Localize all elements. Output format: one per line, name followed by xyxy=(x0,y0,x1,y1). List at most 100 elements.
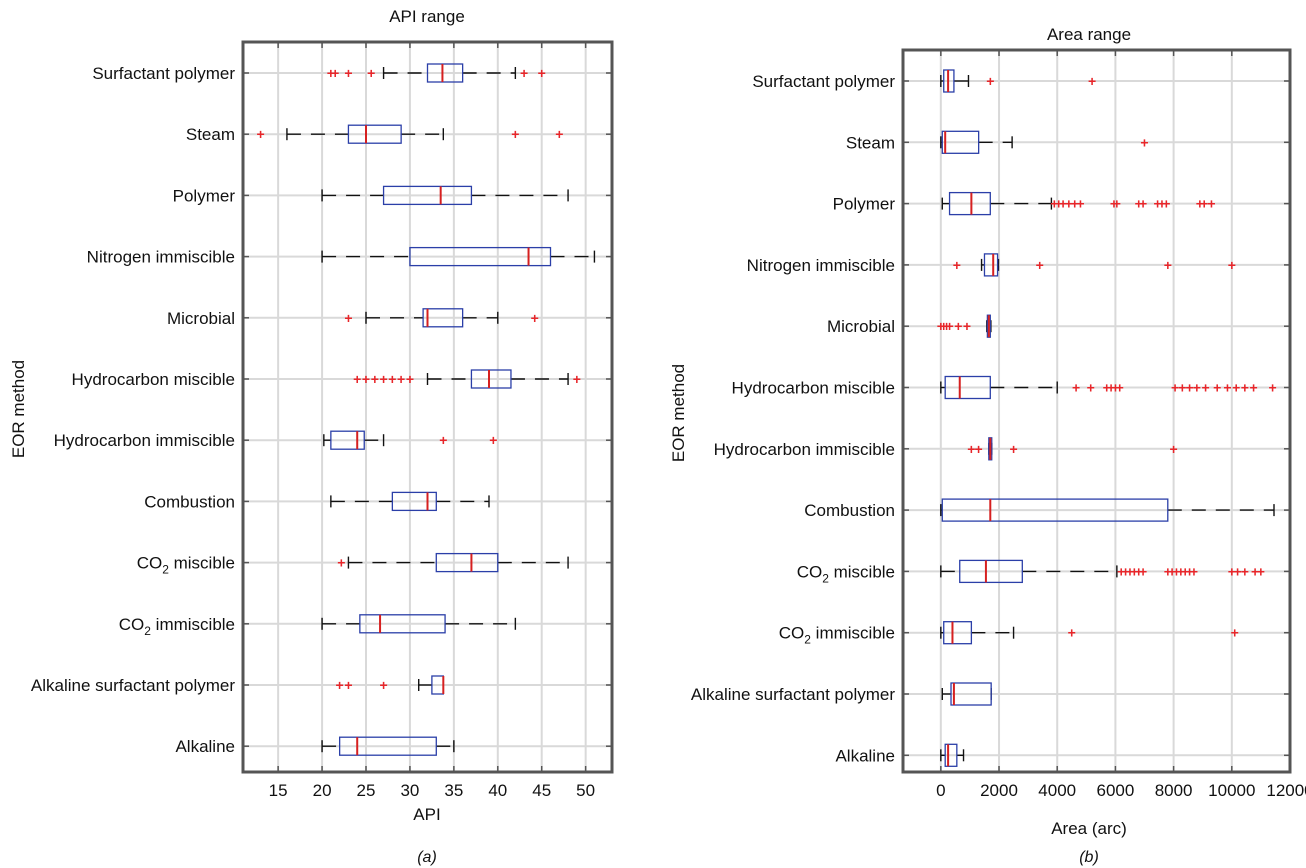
y-axis-label: EOR method xyxy=(669,364,688,462)
outlier-point: + xyxy=(1116,380,1124,396)
outlier-point: + xyxy=(1162,196,1170,212)
outlier-point: + xyxy=(953,257,961,273)
outlier-point: + xyxy=(1223,380,1231,396)
outlier-point: + xyxy=(1193,380,1201,396)
plot-frame xyxy=(901,48,1292,774)
outlier-point: + xyxy=(963,318,971,334)
box-iqr xyxy=(944,743,958,767)
outlier-point: + xyxy=(954,318,962,334)
box-iqr xyxy=(948,191,991,216)
box-iqr xyxy=(943,621,973,645)
outlier-point: + xyxy=(1250,380,1258,396)
outlier-point: + xyxy=(379,677,387,693)
y-tick-label: Hydrocarbon miscible xyxy=(732,379,895,398)
outlier-point: + xyxy=(538,65,546,81)
outlier-point: + xyxy=(555,126,563,142)
y-tick-label: Hydrocarbon immiscible xyxy=(714,440,895,459)
outlier-point: + xyxy=(1178,380,1186,396)
outlier-point: + xyxy=(1059,196,1067,212)
x-tick-label: 45 xyxy=(532,781,551,800)
box-co2-immiscible xyxy=(321,614,517,634)
box-hydrocarbon-miscible: + + ++++ + + + + + + + + + + + xyxy=(940,375,1277,400)
y-tick-label: CO2 miscible xyxy=(137,554,235,577)
y-tick-label: Polymer xyxy=(173,186,236,205)
box-steam: + + + xyxy=(256,124,563,144)
x-tick-label: 40 xyxy=(488,781,507,800)
outlier-point: + xyxy=(1135,196,1143,212)
y-tick-label: CO2 miscible xyxy=(797,562,895,585)
outlier-point: + xyxy=(1207,196,1215,212)
y-tick-label: Microbial xyxy=(167,309,235,328)
y-tick-label: Nitrogen immiscible xyxy=(747,256,895,275)
box-iqr xyxy=(941,130,980,154)
plot-frame xyxy=(241,40,614,774)
box-iqr xyxy=(944,375,991,400)
outlier-point: + xyxy=(1122,563,1130,579)
box-iqr xyxy=(391,491,437,512)
box-surfactant-polymer: + + xyxy=(940,69,1096,93)
outlier-point: + xyxy=(1050,196,1058,212)
y-tick-label: Alkaline surfactant polymer xyxy=(31,676,235,695)
outlier-point: + xyxy=(344,310,352,326)
outlier-point: + xyxy=(1111,380,1119,396)
outlier-point: + xyxy=(1117,563,1125,579)
outlier-point: + xyxy=(1251,563,1259,579)
box-alkaline xyxy=(321,736,455,756)
outlier-point: + xyxy=(1241,380,1249,396)
x-tick-label: 50 xyxy=(576,781,595,800)
outlier-point: + xyxy=(406,371,414,387)
x-tick-label: 25 xyxy=(357,781,376,800)
box-iqr xyxy=(347,124,402,144)
x-axis-label: API xyxy=(413,805,440,824)
x-tick-label: 6000 xyxy=(1096,781,1134,800)
outlier-point: + xyxy=(256,126,264,142)
x-tick-label: 8000 xyxy=(1155,781,1193,800)
box-combustion xyxy=(330,491,490,512)
outlier-point: + xyxy=(937,318,945,334)
outlier-point: + xyxy=(1036,257,1044,273)
box-hydrocarbon-immiscible: + + + + xyxy=(967,437,1178,461)
x-tick-label: 0 xyxy=(936,781,945,800)
outlier-point: + xyxy=(1170,441,1178,457)
outlier-point: + xyxy=(367,65,375,81)
y-axis-label: EOR method xyxy=(9,360,28,458)
box-hydrocarbon-miscible: + + + + + + + + xyxy=(353,369,581,389)
outlier-point: + xyxy=(1234,563,1242,579)
outlier-point: + xyxy=(573,371,581,387)
outlier-point: + xyxy=(1164,257,1172,273)
chart-title: Area range xyxy=(1047,25,1131,44)
outlier-point: + xyxy=(1186,380,1194,396)
outlier-point: + xyxy=(1135,563,1143,579)
outlier-point: + xyxy=(945,318,953,334)
box-nitrogen-immiscible: + + + + xyxy=(953,253,1236,277)
y-tick-label: Hydrocarbon miscible xyxy=(72,370,235,389)
outlier-point: + xyxy=(1231,625,1239,641)
outlier-point: + xyxy=(1172,563,1180,579)
outlier-point: + xyxy=(531,310,539,326)
y-tick-label: Surfactant polymer xyxy=(92,64,235,83)
outlier-point: + xyxy=(1107,380,1115,396)
outlier-point: + xyxy=(967,441,975,457)
y-tick-label: Alkaline surfactant polymer xyxy=(691,685,895,704)
y-tick-label: Surfactant polymer xyxy=(752,72,895,91)
box-steam: + xyxy=(940,130,1149,154)
x-axis-label: Area (arc) xyxy=(1051,819,1127,838)
outlier-point: + xyxy=(1186,563,1194,579)
box-iqr xyxy=(330,430,365,450)
box-iqr xyxy=(422,308,464,328)
box-hydrocarbon-immiscible: + + xyxy=(323,430,497,450)
outlier-point: + xyxy=(1139,196,1147,212)
box-iqr xyxy=(338,736,437,756)
outlier-point: + xyxy=(362,371,370,387)
outlier-point: + xyxy=(337,555,345,571)
y-tick-label: Alkaline xyxy=(835,746,895,765)
outlier-point: + xyxy=(975,441,983,457)
outlier-point: + xyxy=(1126,563,1134,579)
outlier-point: + xyxy=(1113,196,1121,212)
box-nitrogen-immiscible xyxy=(321,246,596,267)
y-tick-label: Nitrogen immiscible xyxy=(87,248,235,267)
outlier-point: + xyxy=(940,318,948,334)
outlier-point: + xyxy=(344,677,352,693)
box-polymer xyxy=(321,185,569,206)
outlier-point: + xyxy=(943,318,951,334)
